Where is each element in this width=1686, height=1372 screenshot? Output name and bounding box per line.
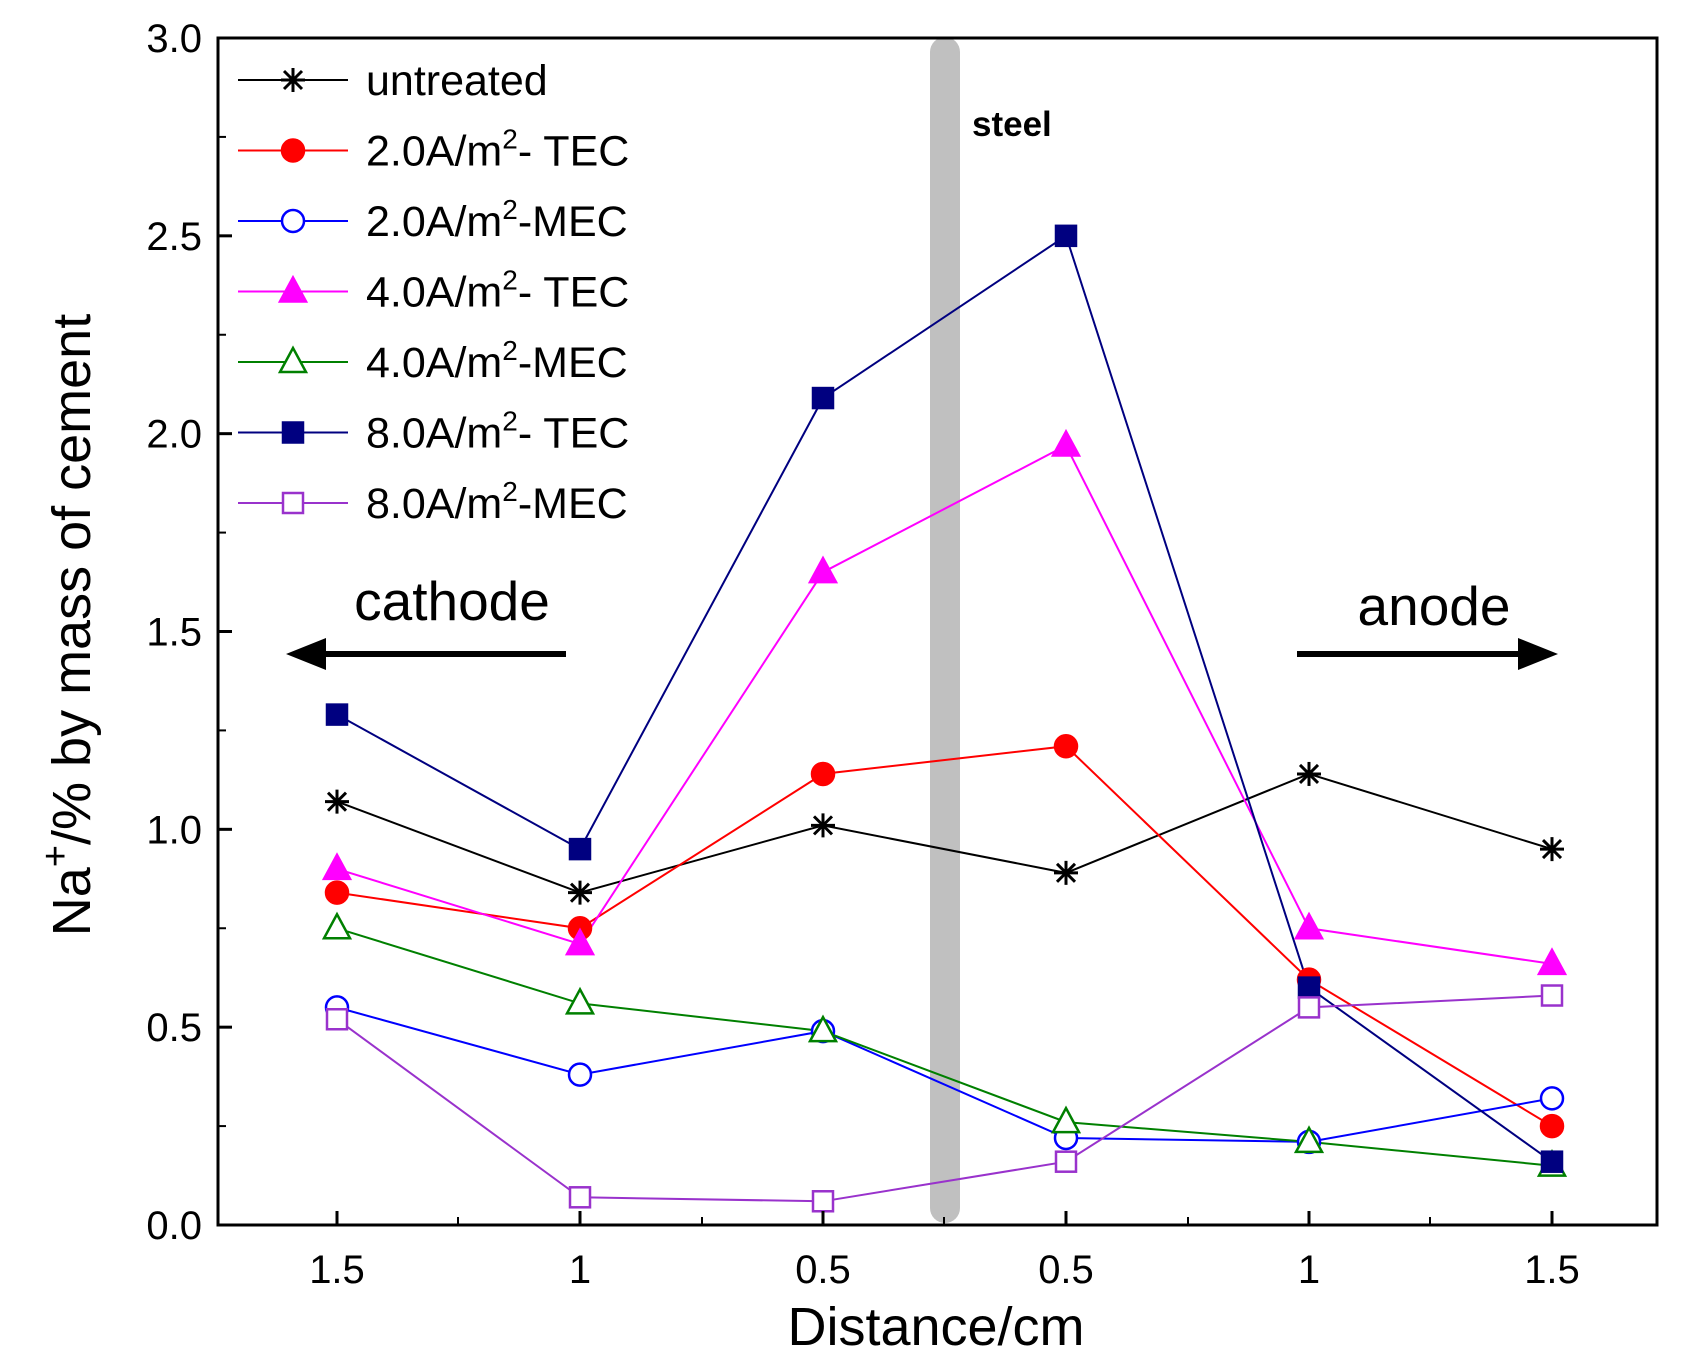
anode-label: anode	[1358, 575, 1511, 637]
series-line-1	[336, 745, 1553, 1127]
x-tick-label-4: 1	[1298, 1248, 1320, 1292]
data-point-s4-p4	[1293, 1125, 1325, 1154]
data-point-s5-p1	[568, 837, 592, 861]
data-point-s4-p1	[564, 986, 596, 1015]
series-line-4	[336, 927, 1553, 1167]
data-point-s3-p1	[564, 927, 596, 956]
data-point-s6-p3	[1054, 1150, 1078, 1173]
y-tick-label-2: 1.0	[146, 808, 202, 852]
data-point-s5-p5	[1540, 1150, 1564, 1173]
data-point-s2-p5	[1539, 1086, 1565, 1111]
data-point-s4-p3	[1050, 1105, 1082, 1134]
y-axis-title: Na+/% by mass of cement	[35, 314, 102, 936]
legend-label-6: 8.0A/m2-MEC	[366, 476, 628, 528]
y-axis-title-superscript: +	[35, 845, 77, 867]
data-point-s3-p4	[1293, 911, 1325, 940]
y-tick-label-6: 3.0	[146, 17, 202, 61]
data-point-s5-p3	[1054, 224, 1078, 248]
data-point-s6-p1	[568, 1186, 592, 1209]
data-point-s3-p5	[1536, 947, 1568, 976]
data-point-s2-p1	[567, 1062, 593, 1087]
x-tick-label-0: 1.5	[309, 1248, 365, 1292]
plot-area	[321, 37, 1568, 1223]
data-point-s1-p0	[324, 880, 350, 905]
axes: 0.0 0.5 1.0 1.5 2.0 2.5 3.0 1.5 1 0.5 0.5 1 1.5	[146, 17, 1659, 1292]
legend-marker-0	[281, 68, 305, 92]
x-tick-label-1: 1	[569, 1248, 591, 1292]
series-line-0	[336, 772, 1553, 894]
y-axis-title-rest: /% by mass of cement	[42, 314, 102, 845]
legend-label-1: 2.0A/m2- TEC	[366, 124, 629, 176]
legend-marker-6	[281, 491, 305, 515]
data-point-s6-p0	[325, 1008, 349, 1031]
series-line-2	[336, 1006, 1553, 1143]
legend-marker-2	[280, 208, 306, 234]
y-tick-label-4: 2.0	[146, 413, 202, 457]
anode-arrow	[1297, 638, 1558, 670]
steel-label: steel	[972, 105, 1052, 144]
data-point-s4-p2	[807, 1014, 839, 1043]
legend-marker-3	[277, 274, 309, 303]
data-point-s1-p5	[1539, 1113, 1565, 1139]
y-tick-label-5: 2.5	[146, 215, 202, 259]
series-line-3	[336, 444, 1553, 965]
data-point-s6-p4	[1297, 996, 1321, 1019]
data-point-s0-p1	[568, 880, 592, 905]
x-tick-label-3: 0.5	[1038, 1248, 1094, 1292]
data-point-s0-p0	[325, 789, 349, 814]
data-point-s5-p0	[325, 703, 349, 726]
legend-marker-1	[280, 138, 306, 163]
y-axis-title-base: Na	[42, 866, 102, 936]
y-tick-label-3: 1.5	[146, 611, 202, 655]
data-point-s1-p2	[810, 761, 836, 787]
data-point-s3-p0	[321, 852, 353, 881]
legend: untreated 2.0A/m2- TEC 2.0A/m2-MEC 4.0A/m2-…	[238, 57, 629, 528]
legend-label-0: untreated	[366, 57, 548, 105]
x-tick-label-5: 1.5	[1524, 1248, 1580, 1292]
data-point-s5-p4	[1297, 976, 1321, 999]
data-point-s6-p2	[811, 1190, 835, 1213]
data-point-s3-p3	[1050, 428, 1082, 457]
cathode-arrow	[286, 638, 566, 670]
legend-label-2: 2.0A/m2-MEC	[366, 194, 628, 246]
data-point-s0-p5	[1540, 837, 1564, 862]
data-point-s5-p2	[811, 386, 835, 410]
data-point-s1-p3	[1053, 733, 1079, 759]
data-point-s0-p4	[1297, 761, 1321, 786]
x-axis-title: Distance/cm	[787, 1297, 1084, 1357]
legend-marker-5	[281, 421, 305, 444]
series-line-5	[336, 234, 1553, 1163]
series-line-6	[336, 994, 1553, 1203]
data-point-s4-p0	[321, 911, 353, 940]
data-point-s3-p2	[807, 555, 839, 584]
y-tick-label-1: 0.5	[146, 1006, 202, 1050]
legend-marker-4	[277, 345, 309, 374]
data-point-s6-p5	[1540, 984, 1564, 1007]
legend-label-3: 4.0A/m2- TEC	[366, 265, 629, 317]
legend-label-5: 8.0A/m2- TEC	[366, 406, 629, 458]
data-point-s0-p3	[1054, 860, 1078, 885]
cathode-label: cathode	[354, 570, 550, 632]
x-tick-label-2: 0.5	[795, 1248, 851, 1292]
legend-label-4: 4.0A/m2-MEC	[366, 335, 628, 387]
data-point-s0-p2	[811, 813, 835, 838]
y-tick-label-0: 0.0	[146, 1204, 202, 1248]
